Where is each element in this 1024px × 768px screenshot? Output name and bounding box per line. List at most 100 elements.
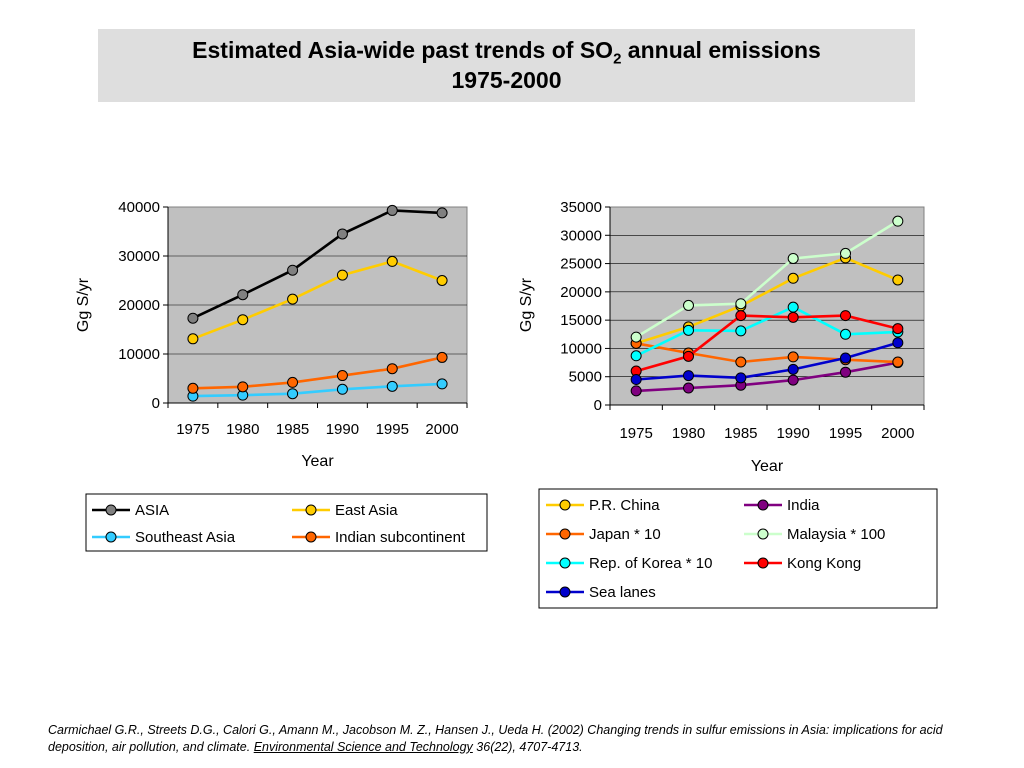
chart2-legend-swatch-marker: [559, 557, 571, 569]
chart2-data-point: [840, 328, 851, 340]
chart1-x-tick-label: 1990: [326, 421, 359, 438]
chart2-x-tick-label: 1975: [619, 425, 652, 442]
chart2-data-point: [630, 331, 642, 343]
chart2-y-axis-title: Gg S/yr: [518, 277, 535, 332]
chart2-data-point: [892, 274, 904, 286]
chart2-data-point: [735, 325, 747, 337]
chart2-data-point: [787, 351, 799, 363]
chart2-data-point: [892, 215, 904, 227]
chart2-data-point: [683, 324, 694, 336]
chart1-data-point: [336, 383, 348, 395]
chart2-plot-area: [609, 206, 925, 406]
chart1-data-point: [187, 312, 199, 324]
chart2-x-tick-label: 1980: [672, 425, 705, 442]
chart2-legend-swatch-marker: [559, 499, 571, 511]
chart2-x-tick-label: 1995: [829, 425, 862, 442]
chart1-y-tick-label: 30000: [118, 248, 160, 265]
chart2-series-line-4: [635, 219, 899, 339]
chart1-data-point: [287, 388, 299, 400]
chart1-legend-swatch-marker: [105, 531, 117, 543]
chart2-x-tick-label: 2000: [881, 425, 914, 442]
chart1-y-tick-label: 10000: [118, 346, 160, 363]
page-title: Estimated Asia-wide past trends of SO2 a…: [98, 37, 915, 68]
chart1-data-point: [187, 333, 199, 345]
chart2-data-point: [630, 350, 642, 362]
chart1-data-point: [237, 381, 249, 393]
chart2-data-point: [735, 310, 747, 322]
chart1-data-point: [436, 275, 448, 286]
chart2-series-line-3: [635, 342, 898, 364]
chart1-legend-label: Indian subcontinent: [335, 529, 466, 546]
chart2-legend-swatch-marker: [757, 528, 769, 540]
chart2-legend-swatch-marker: [757, 499, 769, 511]
chart2-data-point: [787, 311, 799, 323]
chart2-data-point: [683, 299, 694, 311]
chart2-data-point: [892, 356, 904, 368]
chart2-data-point: [683, 370, 694, 382]
chart2-x-axis-title: Year: [751, 458, 784, 475]
chart1-y-tick-label: 40000: [118, 199, 160, 216]
chart2-legend-label: Malaysia * 100: [787, 526, 885, 543]
chart2-data-point: [630, 374, 642, 386]
chart2-data-point: [840, 310, 851, 322]
chart1-y-tick-label: 20000: [118, 297, 160, 314]
chart2-legend-label: India: [787, 497, 820, 514]
chart2-y-tick-label: 35000: [560, 199, 602, 216]
page-subtitle: 1975-2000: [451, 67, 562, 93]
citation-authors: Carmichael G.R., Streets D.G., Calori G.…: [48, 723, 943, 754]
chart2-series-line-7: [636, 341, 899, 381]
chart2-data-point: [735, 356, 747, 368]
chart2-y-tick-label: 15000: [560, 312, 602, 329]
chart2-data-point: [892, 337, 904, 349]
chart1-y-tick-label: 0: [152, 395, 160, 412]
chart2-legend-swatch-marker: [559, 528, 571, 540]
chart1-data-point: [386, 363, 398, 375]
chart1-legend-label: ASIA: [135, 502, 169, 519]
chart2-data-point: [787, 301, 799, 313]
chart1-data-point: [436, 378, 448, 390]
chart2-data-point: [735, 372, 747, 384]
chart1-data-point: [386, 204, 398, 216]
chart2-data-point: [787, 272, 799, 284]
chart2-y-tick-label: 0: [594, 397, 602, 414]
chart1-legend: [85, 493, 488, 552]
title-subscript: 2: [613, 50, 622, 68]
chart2-series-line-5: [635, 305, 898, 357]
title-text-suffix: annual emissions: [621, 37, 821, 63]
chart1-data-point: [287, 293, 299, 305]
chart1-data-point: [287, 264, 299, 276]
chart1-data-point: [386, 380, 398, 392]
chart2-series-line-2: [636, 361, 899, 393]
chart1-data-point: [436, 207, 448, 219]
chart1-series-line-2: [192, 260, 443, 341]
chart2-legend-label: Rep. of Korea * 10: [589, 555, 712, 572]
chart2-data-point: [787, 374, 799, 386]
chart1-y-axis-title: Gg S/yr: [75, 277, 92, 332]
chart2-data-point: [787, 363, 799, 375]
chart1-x-tick-label: 1975: [176, 421, 209, 438]
chart1-series-line-1: [192, 209, 443, 320]
chart1-legend-swatch-marker: [105, 504, 117, 516]
chart2-y-tick-label: 5000: [569, 369, 602, 386]
chart2-legend-label: Japan * 10: [589, 526, 661, 543]
chart1-x-tick-label: 1985: [276, 421, 309, 438]
citation-details: 36(22), 4707-4713.: [472, 740, 583, 754]
chart1-data-point: [187, 382, 199, 394]
title-banner: Estimated Asia-wide past trends of SO2 a…: [98, 29, 915, 102]
chart1-data-point: [237, 314, 249, 326]
chart1-data-point: [336, 269, 348, 281]
chart2-y-tick-label: 30000: [560, 227, 602, 244]
chart2-x-tick-label: 1985: [724, 425, 757, 442]
chart1-series-line-4: [192, 356, 443, 390]
chart1-x-axis-title: Year: [301, 453, 334, 470]
chart1-data-point: [386, 255, 398, 267]
chart1-legend-swatch-marker: [305, 531, 317, 543]
chart1-data-point: [287, 376, 299, 388]
chart2-x-tick-label: 1990: [776, 425, 809, 442]
chart1-legend-swatch-marker: [305, 504, 317, 516]
chart1-x-tick-label: 1980: [226, 421, 259, 438]
chart1-series-line-3: [192, 382, 443, 398]
chart1-legend-label: Southeast Asia: [135, 529, 236, 546]
chart1-x-tick-label: 1995: [376, 421, 409, 438]
